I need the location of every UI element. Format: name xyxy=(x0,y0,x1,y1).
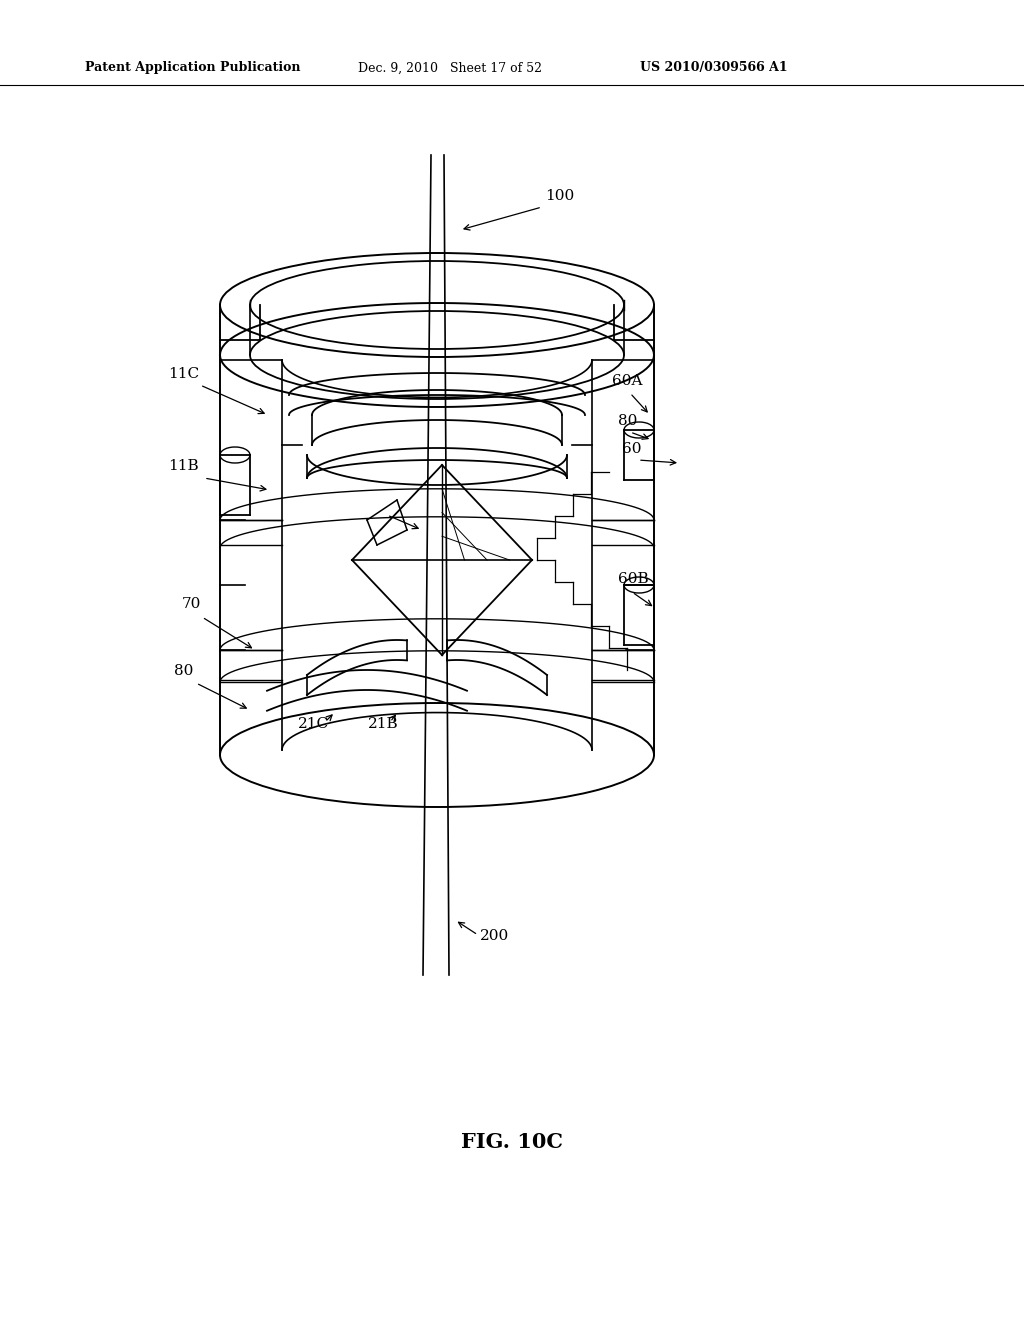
Text: US 2010/0309566 A1: US 2010/0309566 A1 xyxy=(640,62,787,74)
Text: 70: 70 xyxy=(182,597,202,611)
Text: FIG. 10C: FIG. 10C xyxy=(461,1133,563,1152)
Text: Patent Application Publication: Patent Application Publication xyxy=(85,62,300,74)
Text: 21B: 21B xyxy=(368,717,398,731)
Text: 11C: 11C xyxy=(168,367,199,381)
Text: 60: 60 xyxy=(622,442,641,455)
Text: Dec. 9, 2010   Sheet 17 of 52: Dec. 9, 2010 Sheet 17 of 52 xyxy=(358,62,542,74)
Text: 80: 80 xyxy=(174,664,194,678)
Text: 80: 80 xyxy=(618,414,637,428)
Text: 21C: 21C xyxy=(298,717,329,731)
Text: 60A: 60A xyxy=(612,374,642,388)
Text: 60B: 60B xyxy=(618,572,648,586)
Text: 100: 100 xyxy=(545,189,574,203)
Text: 11B: 11B xyxy=(168,459,199,473)
Text: 200: 200 xyxy=(480,929,509,942)
